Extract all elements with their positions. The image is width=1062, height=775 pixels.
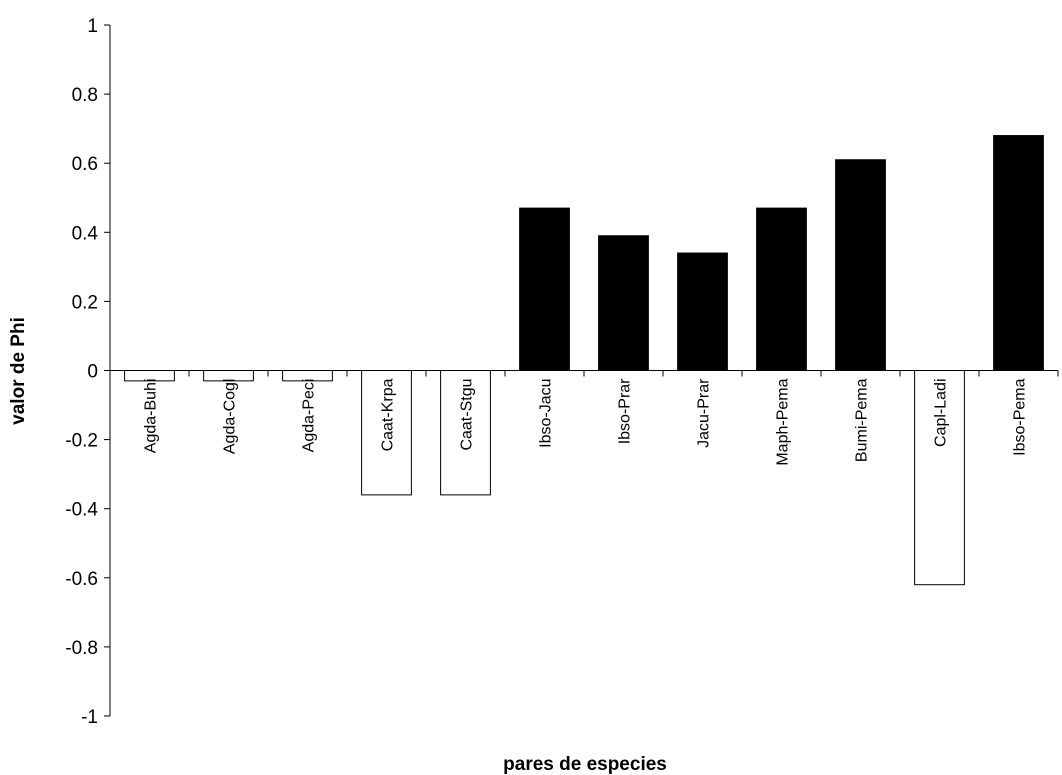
category-labels: Agda-Buhi Agda-Cogl Agda-Peci Caat-Krpa Caat… [143, 378, 1029, 466]
y-tick-label: 0.6 [72, 154, 98, 175]
y-tick-label: 1 [87, 16, 98, 37]
category-label: Ibso-Jacu [538, 379, 555, 448]
y-tick-label: -0.8 [65, 638, 98, 659]
y-axis-title: valor de Phi [8, 317, 29, 425]
y-tick-label: -1 [81, 707, 98, 728]
y-tick-label: 0.8 [72, 85, 98, 106]
y-tick-label: 0.2 [72, 292, 98, 313]
category-label: Agda-Peci [301, 379, 318, 453]
category-label: Maph-Pema [775, 378, 792, 465]
x-axis-title: pares de especies [503, 754, 667, 775]
category-label: Caat-Krpa [380, 378, 397, 451]
bar-maph-pema [757, 208, 807, 370]
bar-ibso-pema [994, 136, 1044, 371]
category-label: Agda-Buhi [143, 379, 160, 454]
bar-ibso-prar [599, 236, 649, 371]
bars [125, 136, 1044, 585]
category-label: Capl-Ladi [933, 379, 950, 447]
y-axis: 1 0.8 0.6 0.4 0.2 0 -0.2 -0.4 -0.6 -0.8 -1 [65, 16, 110, 728]
bar-bumi-pema [836, 160, 886, 371]
y-tick-label: 0.4 [72, 223, 99, 244]
category-label: Ibso-Pema [1012, 378, 1029, 455]
category-label: Jacu-Prar [696, 378, 713, 448]
y-tick-label: 0 [87, 362, 98, 383]
bar-jacu-prar [678, 253, 728, 370]
bar-ibso-jacu [520, 208, 570, 370]
y-tick-label: -0.2 [65, 431, 98, 452]
category-label: Agda-Cogl [222, 379, 239, 455]
category-label: Ibso-Prar [617, 378, 634, 444]
category-label: Caat-Stgu [459, 379, 476, 451]
y-tick-label: -0.6 [65, 569, 98, 590]
y-tick-label: -0.4 [65, 500, 98, 521]
category-label: Bumi-Pema [854, 378, 871, 462]
